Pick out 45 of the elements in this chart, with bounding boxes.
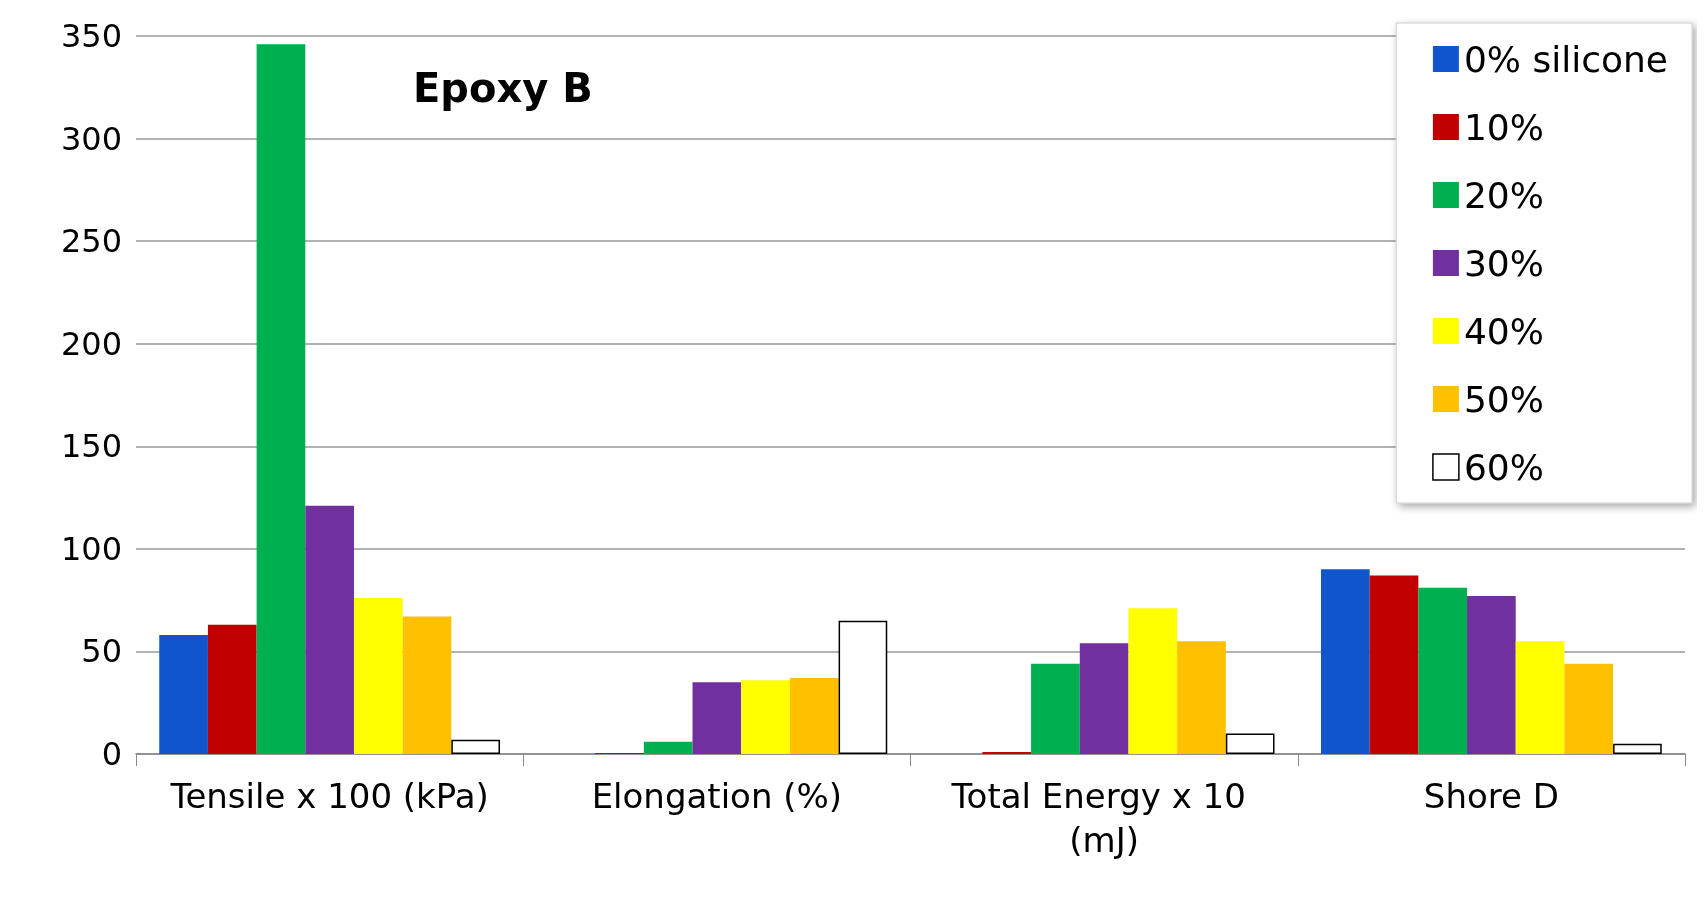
bar xyxy=(789,678,839,754)
bar xyxy=(1031,663,1080,754)
y-tick-label: 0 xyxy=(101,735,122,773)
y-tick-label: 300 xyxy=(60,119,122,158)
y-tick-label: 50 xyxy=(81,632,122,671)
legend-label: 30% xyxy=(1463,242,1544,284)
bar xyxy=(1613,743,1662,754)
bar xyxy=(451,739,501,754)
legend-label: 20% xyxy=(1463,174,1544,216)
y-tick-label: 200 xyxy=(60,324,122,363)
bar xyxy=(305,505,354,754)
bar xyxy=(1564,663,1614,754)
legend-label: 60% xyxy=(1463,446,1544,488)
legend-label: 0% silicone xyxy=(1463,38,1669,80)
bar xyxy=(1467,596,1516,754)
x-tick-label: Total Energy x 10 (mJ) xyxy=(950,776,1257,860)
bar xyxy=(1177,641,1226,754)
bar xyxy=(643,741,693,754)
legend-label: 50% xyxy=(1463,378,1544,420)
legend-label: 10% xyxy=(1463,106,1544,148)
text: Epoxy B xyxy=(413,65,593,111)
bar xyxy=(1369,575,1419,754)
bar xyxy=(256,44,306,754)
bar xyxy=(1079,643,1129,754)
bar xyxy=(982,751,1032,754)
bar xyxy=(838,620,888,754)
bar xyxy=(402,616,452,754)
x-tick-label: Shore D xyxy=(1423,776,1559,816)
bar xyxy=(207,624,257,754)
x-tick-label: Tensile x 100 (kPa) xyxy=(169,776,489,816)
bar xyxy=(741,680,790,754)
bar xyxy=(692,682,742,754)
x-tick-label: Elongation (%) xyxy=(591,776,843,816)
bar xyxy=(1320,569,1370,754)
bar xyxy=(159,635,208,754)
y-tick-label: 350 xyxy=(60,17,122,55)
bar xyxy=(1225,733,1275,754)
bar xyxy=(1128,608,1178,754)
y-tick-label: 250 xyxy=(60,222,122,261)
y-tick-label: 100 xyxy=(60,529,122,568)
bar xyxy=(1418,587,1468,754)
y-tick-label: 150 xyxy=(60,427,122,466)
legend-label: 40% xyxy=(1463,310,1544,352)
bar xyxy=(353,598,403,754)
bar xyxy=(1515,641,1565,754)
